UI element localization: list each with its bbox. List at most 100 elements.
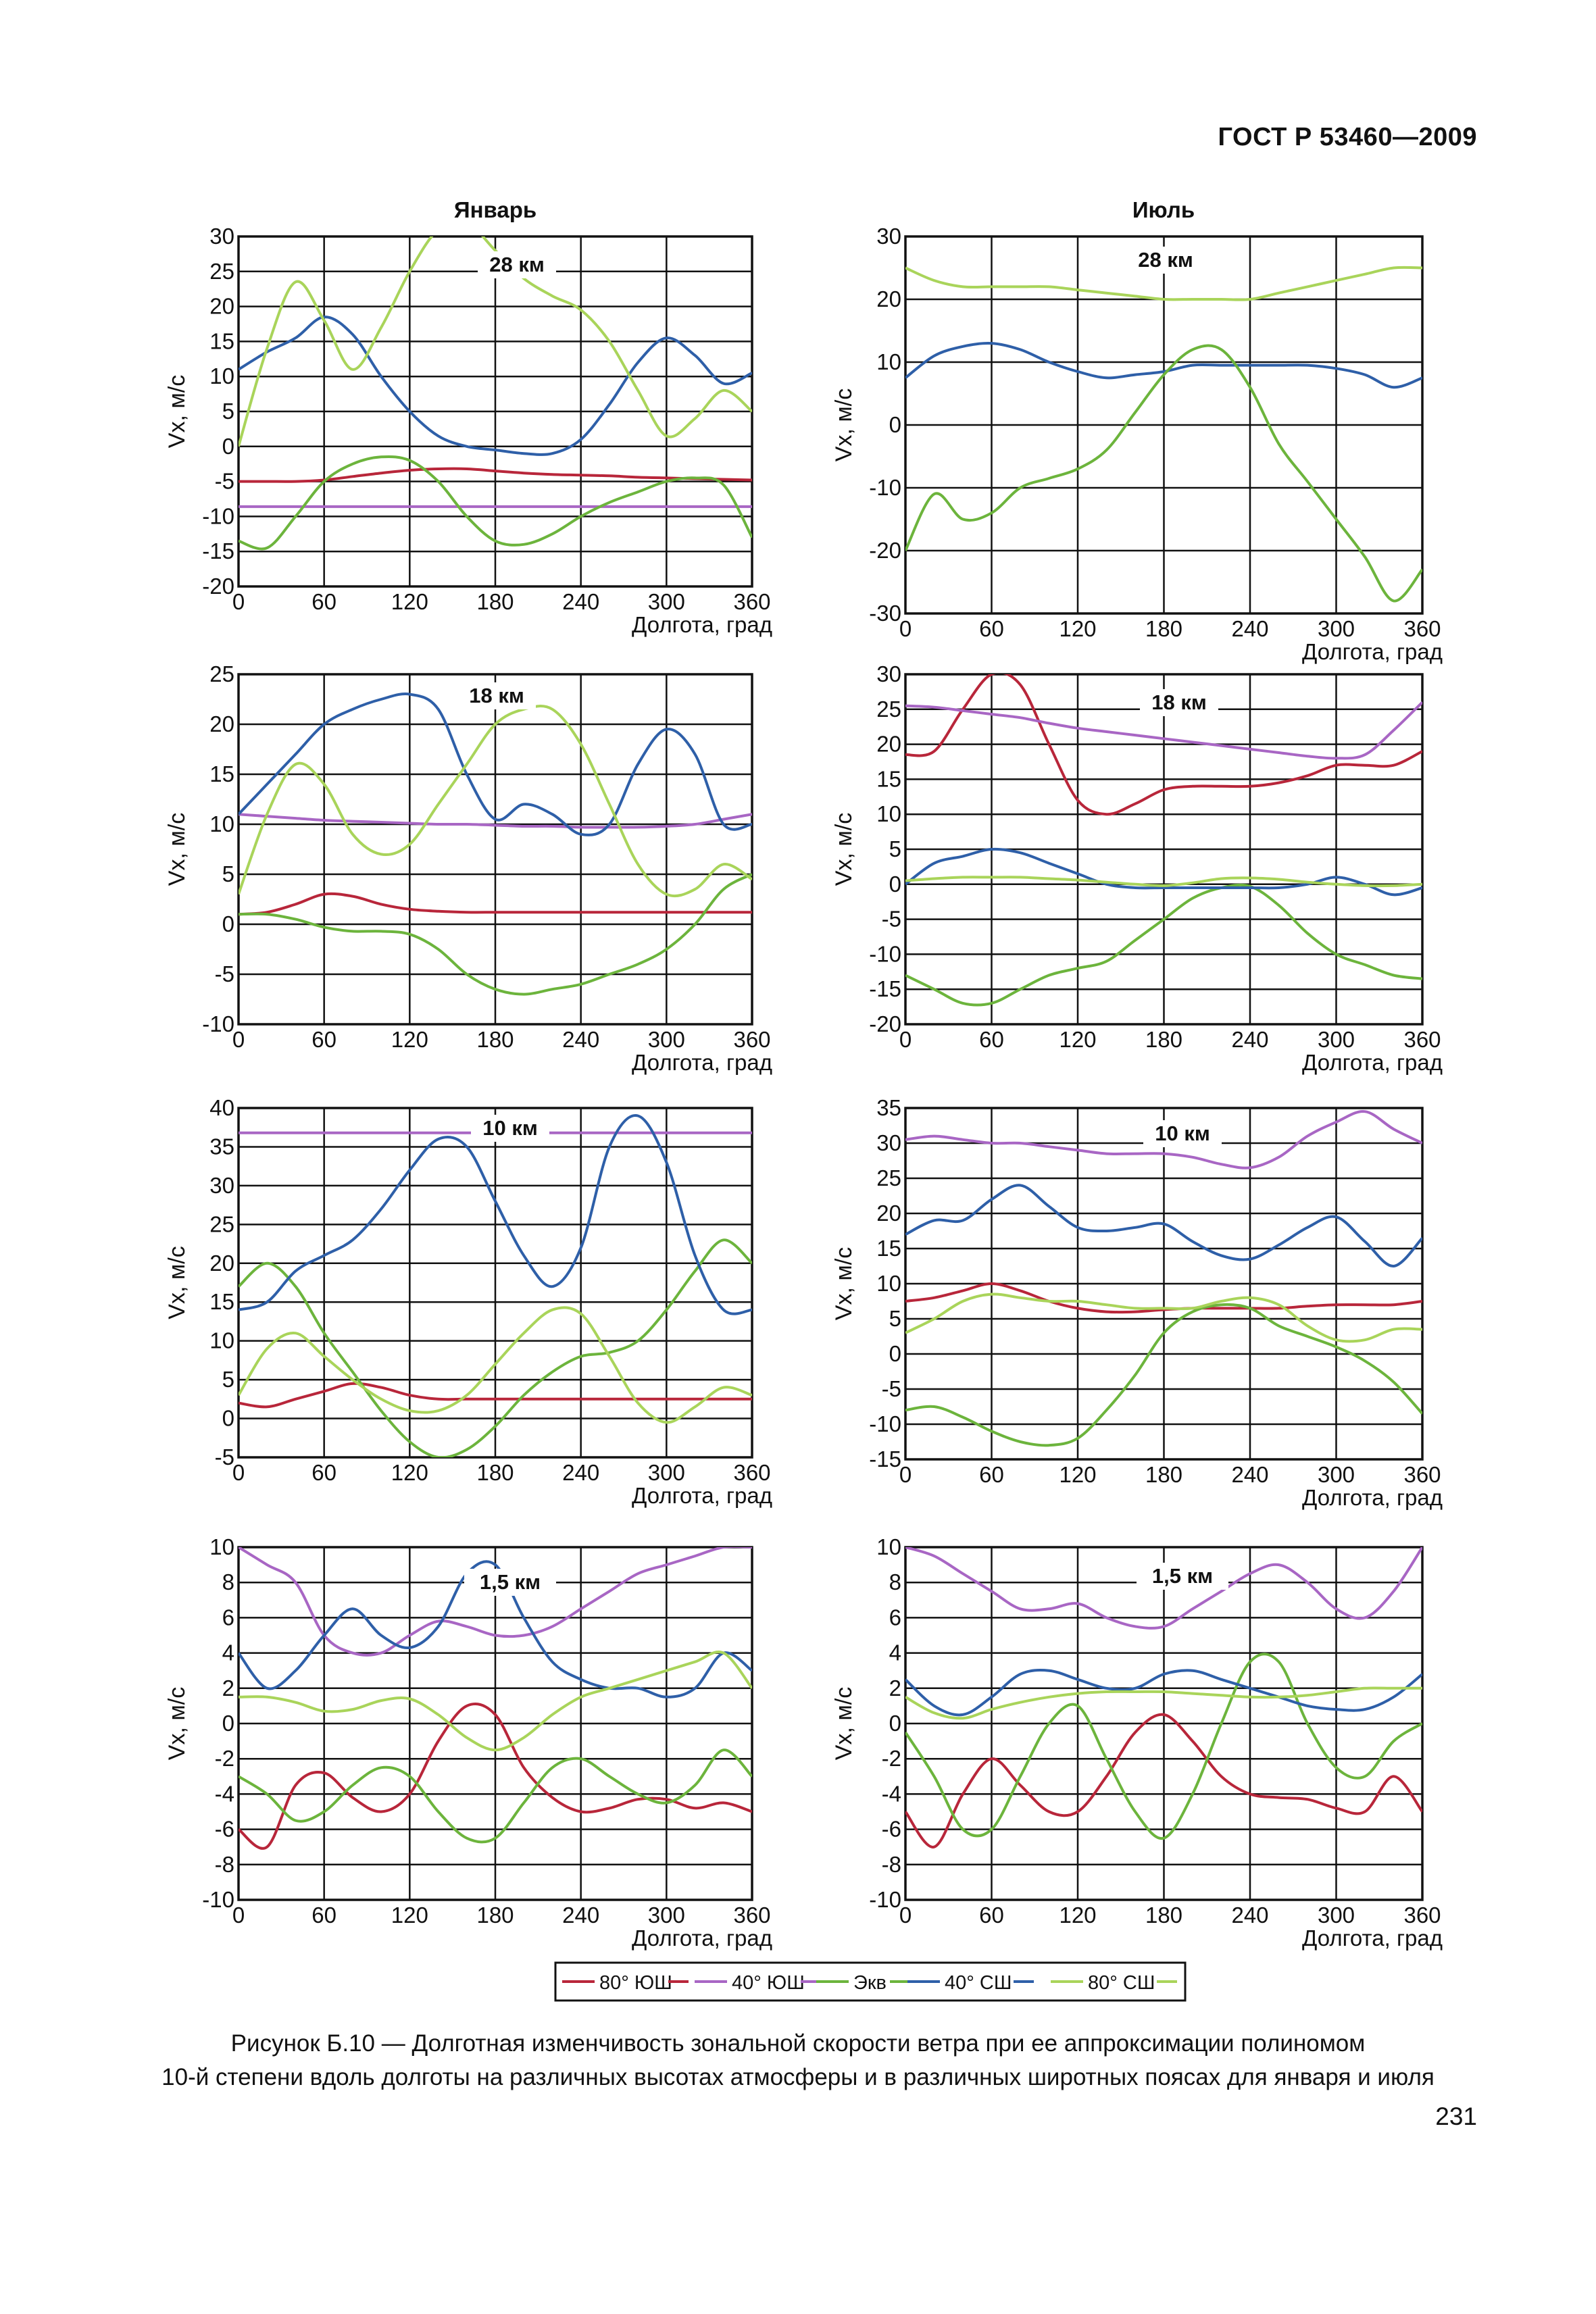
x-tick-label: 120 [1059, 1903, 1096, 1928]
x-tick-label: 0 [899, 1903, 912, 1928]
series-line [239, 1547, 752, 1657]
plot-frame [904, 673, 1424, 1026]
x-tick-label: 240 [562, 589, 599, 614]
series-line [905, 674, 1422, 816]
y-tick-label: -10 [869, 475, 901, 500]
x-tick-label: 360 [733, 589, 770, 614]
x-tick-label: 60 [979, 1027, 1004, 1052]
y-tick-label: 20 [876, 286, 901, 311]
caption-line-1: Рисунок Б.10 — Долготная изменчивость зо… [230, 2030, 1366, 2057]
y-tick-label: 30 [876, 224, 901, 249]
y-tick-label: -20 [202, 574, 234, 599]
series-line [905, 1110, 1422, 1169]
y-tick-label: 30 [876, 1130, 901, 1155]
y-tick-label: -6 [882, 1817, 901, 1842]
series-line [905, 701, 1422, 760]
x-tick-label: 360 [733, 1903, 770, 1928]
series-line [239, 1749, 752, 1844]
y-tick-label: 15 [876, 766, 901, 791]
y-axis-label: Vx, м/с [164, 375, 190, 448]
y-tick-label: 5 [889, 1306, 901, 1331]
series-line [905, 847, 1422, 897]
y-tick-label: -20 [869, 1011, 901, 1036]
y-tick-label: 10 [876, 801, 901, 826]
series-line [239, 316, 752, 456]
altitude-label-bg [1126, 247, 1205, 274]
x-tick-label: 120 [1059, 1027, 1096, 1052]
y-tick-label: -4 [882, 1781, 901, 1806]
y-tick-label: -20 [869, 538, 901, 563]
x-tick-label: 0 [232, 1027, 245, 1052]
plot-frame [237, 673, 753, 1026]
x-tick-label: 240 [562, 1460, 599, 1485]
y-tick-label: 15 [209, 328, 234, 353]
x-tick-label: 60 [311, 589, 336, 614]
x-tick-label: 180 [476, 1460, 514, 1485]
series-line [239, 1560, 752, 1699]
y-tick-label: 10 [209, 1534, 234, 1559]
y-tick-label: -6 [215, 1817, 234, 1842]
plot-frame [237, 1546, 753, 1901]
y-axis-label: Vx, м/с [831, 1687, 857, 1760]
y-tick-label: 25 [209, 1211, 234, 1236]
y-axis-label: Vx, м/с [831, 388, 857, 461]
x-tick-label: 120 [391, 589, 428, 614]
y-tick-label: 20 [876, 1201, 901, 1226]
x-tick-label: 240 [1231, 1462, 1268, 1487]
y-tick-label: 6 [222, 1605, 234, 1630]
altitude-label-bg [1143, 1120, 1222, 1147]
altitude-label-bg [457, 682, 536, 709]
y-tick-label: -15 [869, 976, 901, 1001]
y-tick-label: -8 [882, 1852, 901, 1877]
series-line [905, 1669, 1422, 1717]
plot-frame [904, 1107, 1424, 1461]
y-tick-label: 4 [222, 1640, 234, 1665]
y-tick-label: 2 [222, 1676, 234, 1701]
series-line [239, 1651, 752, 1752]
x-tick-label: 300 [1318, 1462, 1355, 1487]
y-tick-label: 30 [209, 224, 234, 249]
y-tick-label: -5 [215, 961, 234, 986]
y-tick-label: 10 [876, 1534, 901, 1559]
altitude-label: 18 км [469, 684, 524, 707]
figure-caption: Рисунок Б.10 — Долготная изменчивость зо… [88, 2027, 1508, 2094]
y-tick-label: 30 [876, 661, 901, 686]
y-tick-label: 2 [889, 1676, 901, 1701]
altitude-label: 1,5 км [480, 1570, 541, 1594]
y-tick-label: -10 [869, 941, 901, 966]
x-tick-label: 360 [733, 1027, 770, 1052]
legend-label: 40° СШ [945, 1972, 1012, 1994]
altitude-label: 28 км [1138, 248, 1193, 272]
y-tick-label: 15 [876, 1236, 901, 1261]
x-tick-label: 180 [1145, 1027, 1182, 1052]
x-tick-label: 300 [1318, 1903, 1355, 1928]
y-tick-label: 8 [222, 1569, 234, 1594]
y-tick-label: 10 [209, 363, 234, 388]
series-line [239, 1306, 752, 1424]
y-tick-label: -10 [202, 503, 234, 528]
series-line [239, 455, 752, 551]
y-tick-label: 40 [209, 1095, 234, 1120]
x-tick-label: 180 [476, 1903, 514, 1928]
y-tick-label: -8 [215, 1852, 234, 1877]
y-tick-label: 0 [889, 1341, 901, 1366]
series-line [239, 1238, 752, 1457]
series-line [239, 873, 752, 996]
x-tick-label: 240 [1231, 1027, 1268, 1052]
x-tick-label: 0 [232, 1903, 245, 1928]
series-line [905, 1282, 1422, 1314]
x-tick-label: 240 [1231, 616, 1268, 641]
y-tick-label: 15 [209, 761, 234, 786]
x-tick-label: 60 [979, 1903, 1004, 1928]
x-tick-label: 120 [1059, 616, 1096, 641]
y-tick-label: 25 [876, 1165, 901, 1190]
y-tick-label: -2 [882, 1746, 901, 1771]
series-line [239, 693, 752, 836]
y-axis-label: Vx, м/с [831, 813, 857, 886]
series-line [905, 1547, 1422, 1630]
plot-frame [904, 235, 1424, 615]
altitude-label: 10 км [482, 1116, 538, 1140]
